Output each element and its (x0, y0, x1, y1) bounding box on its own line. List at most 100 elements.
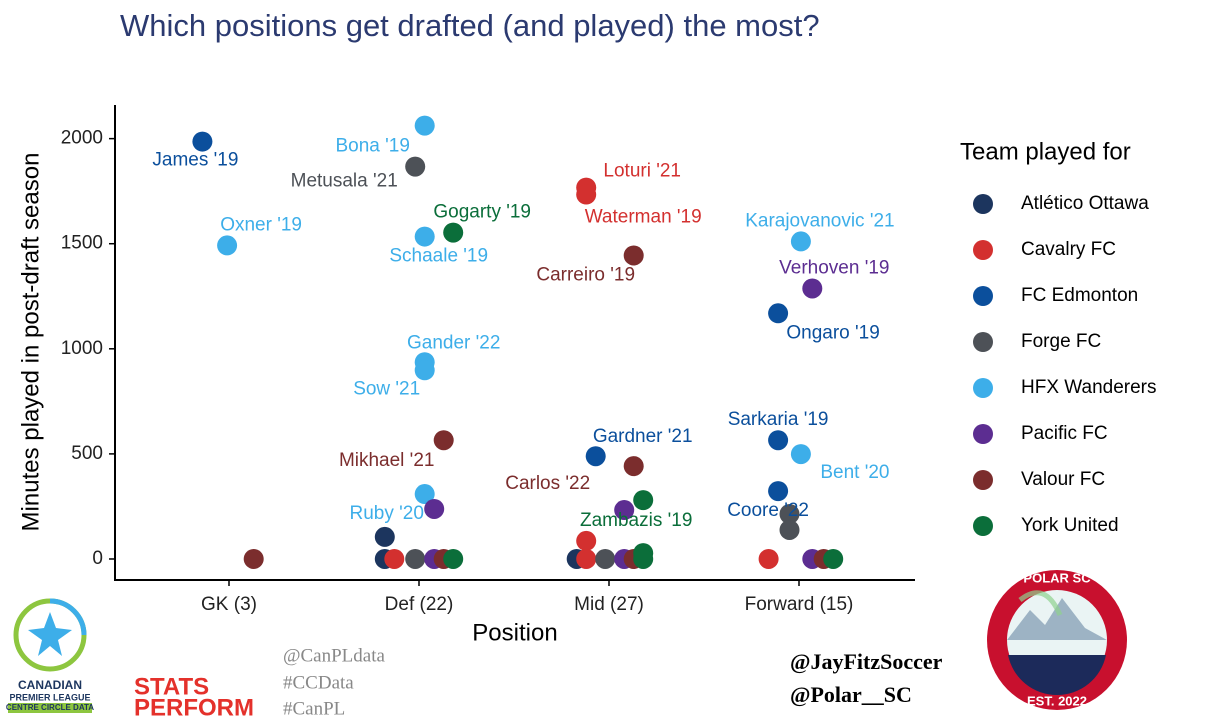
legend-swatch (973, 332, 993, 352)
stats-text: STATS (134, 673, 209, 700)
point (768, 303, 789, 324)
handle: @JayFitzSoccer (790, 649, 943, 674)
x-tick-label: GK (3) (201, 594, 257, 615)
point-label: Coore '22 (727, 500, 809, 521)
legend-label: Atlético Ottawa (1021, 193, 1149, 214)
point (576, 184, 597, 205)
point-label: Zambazis '19 (580, 510, 692, 531)
point-label: Bona '19 (335, 136, 409, 157)
legend-label: Cavalry FC (1021, 239, 1116, 260)
point-label: James '19 (152, 150, 238, 171)
cpl-text: CENTRE CIRCLE DATA (6, 703, 94, 712)
y-tick-label: 1000 (61, 338, 103, 359)
point (633, 548, 654, 569)
x-tick-label: Forward (15) (745, 594, 854, 615)
point (414, 360, 435, 381)
point (790, 444, 811, 465)
y-tick-label: 500 (71, 443, 103, 464)
legend-swatch (973, 378, 993, 398)
badge-text: EST. 2022 (1027, 693, 1087, 708)
point (405, 156, 426, 177)
legend-label: FC Edmonton (1021, 285, 1138, 306)
point (823, 548, 844, 569)
point (623, 456, 644, 477)
chart-title: Which positions get drafted (and played)… (120, 8, 820, 43)
x-tick-label: Def (22) (385, 594, 454, 615)
legend-label: York United (1021, 515, 1119, 536)
point-label: Ongaro '19 (786, 322, 879, 343)
point (790, 231, 811, 252)
point-label: Karajovanovic '21 (745, 210, 894, 231)
point-label: Carlos '22 (505, 473, 590, 494)
point (217, 235, 238, 256)
point (585, 446, 606, 467)
point (633, 490, 654, 511)
legend-swatch (973, 424, 993, 444)
point (405, 548, 426, 569)
point-label: Schaale '19 (389, 246, 488, 267)
hashtag: #CanPL (283, 698, 345, 719)
point (779, 504, 800, 525)
point (576, 548, 597, 569)
point-label: Verhoven '19 (779, 258, 889, 279)
legend-swatch (973, 240, 993, 260)
y-tick-label: 2000 (61, 128, 103, 149)
legend-swatch (973, 286, 993, 306)
point (758, 548, 779, 569)
point (414, 484, 435, 505)
hashtag: @CanPLdata (283, 645, 385, 666)
point-label: Gogarty '19 (433, 202, 531, 223)
point (768, 481, 789, 502)
point (623, 245, 644, 266)
point-label: Gardner '21 (593, 426, 693, 447)
legend-swatch (973, 194, 993, 214)
point-label: Oxner '19 (220, 214, 302, 235)
handle: @Polar__SC (790, 682, 912, 707)
legend-swatch (973, 516, 993, 536)
point-label: Metusala '21 (291, 171, 398, 192)
point-label: Sarkaria '19 (728, 409, 829, 430)
point (779, 519, 800, 540)
point-label: Ruby '20 (349, 503, 423, 524)
x-axis-title: Position (472, 619, 557, 646)
legend-label: Valour FC (1021, 469, 1105, 490)
hashtag: #CCData (283, 672, 354, 693)
polar-badge: POLAR SC EST. 2022 (987, 570, 1127, 710)
point-label: Waterman '19 (585, 207, 702, 228)
y-tick-label: 1500 (61, 233, 103, 254)
point-label: Loturi '21 (603, 161, 681, 182)
point (768, 430, 789, 451)
point (443, 222, 464, 243)
point-label: Carreiro '19 (536, 265, 635, 286)
point-label: Gander '22 (407, 332, 500, 353)
legend-label: Forge FC (1021, 331, 1101, 352)
cpl-logo: CANADIAN PREMIER LEAGUE CENTRE CIRCLE DA… (6, 598, 94, 713)
cpl-text: CANADIAN (18, 678, 82, 692)
badge-text: POLAR SC (1023, 570, 1091, 585)
point (595, 548, 616, 569)
point-label: Sow '21 (353, 378, 420, 399)
legend-label: Pacific FC (1021, 423, 1108, 444)
point-label: Bent '20 (820, 462, 889, 483)
x-tick-label: Mid (27) (574, 594, 644, 615)
point (443, 548, 464, 569)
legend-label: HFX Wanderers (1021, 377, 1157, 398)
point (414, 115, 435, 136)
stats-perform-logo: STATS PERFORM (134, 673, 254, 721)
point (414, 226, 435, 247)
point (374, 526, 395, 547)
legend-swatch (973, 470, 993, 490)
point (576, 530, 597, 551)
point (433, 430, 454, 451)
point (243, 548, 264, 569)
point (384, 548, 405, 569)
point (614, 500, 635, 521)
y-tick-label: 0 (92, 548, 103, 569)
point (802, 278, 823, 299)
point-label: Mikhael '21 (339, 450, 435, 471)
perform-text: PERFORM (134, 694, 254, 721)
cpl-text: PREMIER LEAGUE (9, 692, 90, 702)
point (424, 498, 445, 519)
y-axis-title: Minutes played in post-draft season (17, 153, 44, 532)
